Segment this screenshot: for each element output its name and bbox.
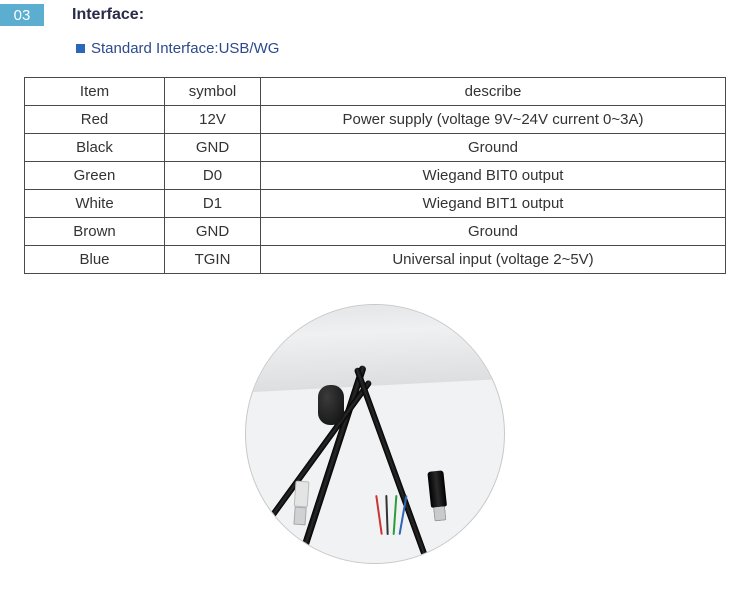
cell-describe: Ground xyxy=(261,218,726,246)
section-subtitle-row: Standard Interface:USB/WG xyxy=(76,40,750,57)
bullet-icon xyxy=(76,44,85,53)
cell-item: White xyxy=(25,190,165,218)
dc-connector xyxy=(427,470,448,523)
wire-bundle xyxy=(374,491,414,535)
table-header-row: Item symbol describe xyxy=(25,78,726,106)
wire-red xyxy=(375,495,382,535)
usb-connector xyxy=(292,481,309,526)
cell-symbol: GND xyxy=(165,218,261,246)
cell-symbol: TGIN xyxy=(165,246,261,274)
wire-green xyxy=(393,495,397,535)
cell-symbol: 12V xyxy=(165,106,261,134)
th-describe: describe xyxy=(261,78,726,106)
cell-describe: Power supply (voltage 9V~24V current 0~3… xyxy=(261,106,726,134)
table-row: Red12VPower supply (voltage 9V~24V curre… xyxy=(25,106,726,134)
table-row: GreenD0Wiegand BIT0 output xyxy=(25,162,726,190)
cell-describe: Wiegand BIT0 output xyxy=(261,162,726,190)
table-row: BlackGNDGround xyxy=(25,134,726,162)
th-symbol: symbol xyxy=(165,78,261,106)
product-photo xyxy=(245,304,505,564)
cell-symbol: D0 xyxy=(165,162,261,190)
table-row: BrownGNDGround xyxy=(25,218,726,246)
wire-black xyxy=(385,495,388,535)
product-photo-wrap xyxy=(0,304,750,564)
cell-item: Red xyxy=(25,106,165,134)
cell-item: Black xyxy=(25,134,165,162)
th-item: Item xyxy=(25,78,165,106)
cell-item: Green xyxy=(25,162,165,190)
section-title: Interface: xyxy=(72,6,144,24)
cell-describe: Ground xyxy=(261,134,726,162)
ferrite-core xyxy=(318,385,344,425)
interface-table-wrap: Item symbol describe Red12VPower supply … xyxy=(24,77,726,274)
cell-item: Brown xyxy=(25,218,165,246)
section-subtitle: Standard Interface:USB/WG xyxy=(91,40,279,57)
table-row: WhiteD1Wiegand BIT1 output xyxy=(25,190,726,218)
wire-blue xyxy=(399,495,408,535)
section-header: 03 Interface: xyxy=(0,0,750,26)
cell-item: Blue xyxy=(25,246,165,274)
section-badge: 03 xyxy=(0,4,44,26)
cell-symbol: GND xyxy=(165,134,261,162)
cell-describe: Universal input (voltage 2~5V) xyxy=(261,246,726,274)
device-body xyxy=(245,304,505,393)
cell-describe: Wiegand BIT1 output xyxy=(261,190,726,218)
cell-symbol: D1 xyxy=(165,190,261,218)
interface-table: Item symbol describe Red12VPower supply … xyxy=(24,77,726,274)
table-row: BlueTGINUniversal input (voltage 2~5V) xyxy=(25,246,726,274)
